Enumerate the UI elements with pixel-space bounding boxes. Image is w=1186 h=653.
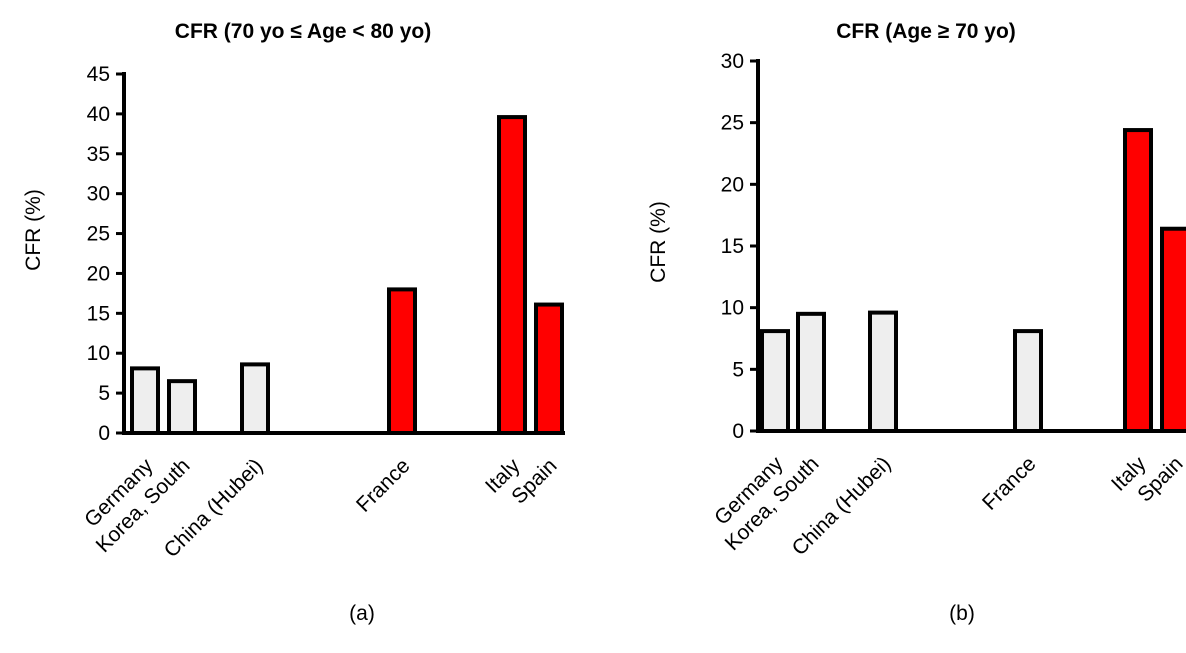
chart-a-y-tick-label: 25 (87, 223, 110, 246)
chart-a-axes (122, 72, 565, 435)
chart-a-y-tick-label: 10 (87, 342, 110, 365)
chart-a-y-tick-label: 5 (98, 382, 110, 405)
chart-a-y-tick-label: 40 (87, 103, 110, 126)
chart-a-y-tick-label: 20 (87, 262, 110, 285)
chart-a-bar (534, 302, 564, 435)
chart-b-bars (760, 128, 1186, 434)
chart-b-panel-label: (b) (949, 602, 975, 625)
chart-a-panel-label: (a) (349, 602, 375, 625)
chart-b-y-tick-label: 10 (721, 297, 744, 320)
chart-b-bar (1123, 128, 1153, 433)
chart-a-y-tick-label: 15 (87, 302, 110, 325)
chart-a-title: CFR (70 yo ≤ Age < 80 yo) (175, 20, 431, 43)
chart-b-category-label: France (978, 452, 1040, 514)
chart-b-title: CFR (Age ≥ 70 yo) (836, 20, 1016, 43)
chart-b-bar (1160, 226, 1186, 433)
chart-a-bar (240, 362, 270, 435)
chart-b-bar (760, 329, 790, 434)
chart-a-y-tick-label: 0 (98, 422, 110, 445)
chart-b-y-tick-label: 30 (721, 50, 744, 73)
chart-b-bar (1013, 329, 1043, 434)
chart-a-bar (167, 379, 197, 435)
chart-a-bar (387, 287, 417, 435)
chart-b-y-tick-label: 15 (721, 235, 744, 258)
chart-b-axes (756, 59, 1186, 433)
chart-b: CFR (Age ≥ 70 yo) CFR (%) (b) 0 5 10 15 20 25… (647, 20, 1186, 625)
chart-a-y-tick-label: 35 (87, 143, 110, 166)
chart-a: CFR (70 yo ≤ Age < 80 yo) CFR (%) (a) 0 5… (22, 20, 565, 625)
chart-a-category-label: France (352, 454, 414, 516)
chart-a-bars (130, 115, 564, 436)
chart-a-y-tick-label: 30 (87, 183, 110, 206)
chart-b-y-tick-label: 20 (721, 173, 744, 196)
chart-b-y-tick-label: 5 (732, 358, 744, 381)
chart-a-bar (497, 115, 527, 436)
chart-a-ylabel: CFR (%) (22, 189, 45, 271)
chart-a-y-ticks: 0 5 10 15 20 25 30 35 40 45 (87, 63, 124, 445)
chart-b-bar (868, 310, 898, 434)
chart-a-y-tick-label: 45 (87, 63, 110, 86)
chart-b-y-ticks: 0 5 10 15 20 25 30 (721, 50, 758, 443)
chart-b-y-tick-label: 25 (721, 112, 744, 135)
chart-b-y-tick-label: 0 (732, 420, 744, 443)
chart-b-bar (796, 311, 826, 434)
chart-b-ylabel: CFR (%) (647, 201, 670, 283)
chart-a-bar (130, 366, 160, 436)
